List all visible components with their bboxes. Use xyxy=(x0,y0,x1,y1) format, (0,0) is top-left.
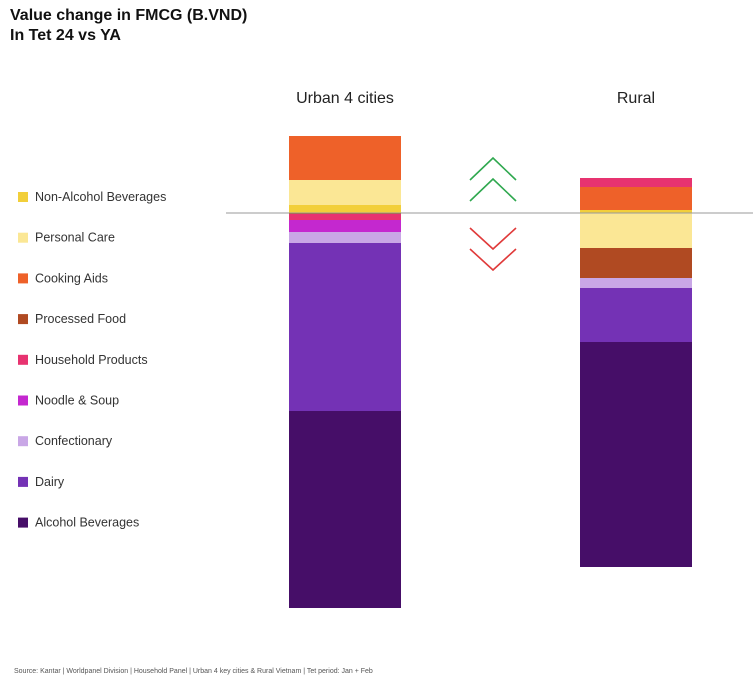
legend-swatch xyxy=(18,273,28,284)
source-note: Source: Kantar | Worldpanel Division | H… xyxy=(14,668,373,675)
bar-segment-urban-6 xyxy=(289,232,401,243)
bar-segment-rural-8 xyxy=(580,342,692,567)
legend-label: Dairy xyxy=(35,475,65,489)
category-labels: Urban 4 cities Rural xyxy=(296,90,655,107)
legend-swatch xyxy=(18,232,28,243)
bar-segment-urban-4 xyxy=(289,214,401,220)
bar-segment-urban-2 xyxy=(289,136,401,180)
legend-label: Personal Care xyxy=(35,231,115,245)
bar-segment-rural-1 xyxy=(580,213,692,248)
legend-label: Alcohol Beverages xyxy=(35,516,139,530)
bar-segment-rural-0 xyxy=(580,210,692,213)
down-arrows-icon xyxy=(469,227,517,272)
chart-title: Value change in FMCG (B.VND) In Tet 24 v… xyxy=(10,6,247,46)
legend-swatch xyxy=(18,476,28,487)
legend-swatch xyxy=(18,314,28,325)
bar-segment-urban-1 xyxy=(289,180,401,205)
category-label: Urban 4 cities xyxy=(296,90,394,107)
bar-segment-rural-2 xyxy=(580,187,692,210)
legend-label: Confectionary xyxy=(35,434,113,448)
title-line-1: Value change in FMCG (B.VND) xyxy=(10,7,248,24)
bar-segment-urban-7 xyxy=(289,243,401,411)
legend-swatch xyxy=(18,395,28,406)
legend-swatch xyxy=(18,436,28,447)
bar-segment-urban-8 xyxy=(289,411,401,608)
up-arrows-icon xyxy=(469,156,517,202)
title-line-2: In Tet 24 vs YA xyxy=(10,27,121,44)
legend-label: Non-Alcohol Beverages xyxy=(35,190,166,204)
bar-segment-urban-0 xyxy=(289,205,401,213)
legend-label: Processed Food xyxy=(35,312,126,326)
category-label: Rural xyxy=(617,90,655,107)
legend-label: Cooking Aids xyxy=(35,271,108,285)
legend-swatch xyxy=(18,354,28,365)
legend-label: Household Products xyxy=(35,353,148,367)
bar-segment-rural-7 xyxy=(580,288,692,342)
bar-segment-urban-5 xyxy=(289,220,401,232)
bars-group xyxy=(289,136,692,608)
legend-swatch xyxy=(18,192,28,202)
legend-label: Noodle & Soup xyxy=(35,394,119,408)
bar-segment-rural-3 xyxy=(580,248,692,278)
legend-swatch xyxy=(18,517,28,528)
legend: Non-Alcohol Beverages Personal Care Cookin… xyxy=(18,190,166,530)
bar-segment-rural-4 xyxy=(580,178,692,187)
bar-segment-rural-6 xyxy=(580,278,692,288)
